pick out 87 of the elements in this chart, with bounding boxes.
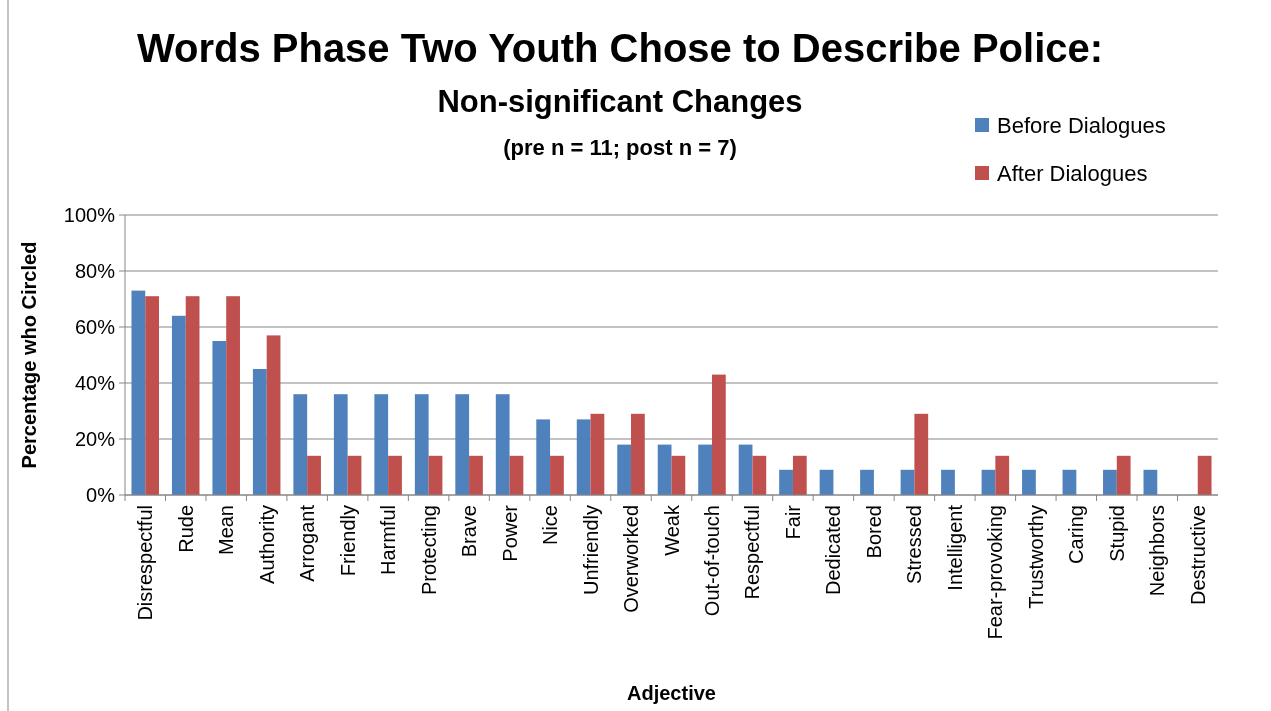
bar <box>914 413 929 495</box>
bar <box>388 455 402 495</box>
bar <box>657 444 672 495</box>
bar <box>266 335 281 495</box>
x-tick-label: Respectful <box>741 505 764 600</box>
y-tick-label: 20% <box>74 428 116 450</box>
x-tick-label: Trustworthy <box>1024 505 1047 609</box>
x-tick-label: Unfriendly <box>579 505 602 596</box>
bar <box>792 455 807 495</box>
bar <box>1062 469 1077 495</box>
x-tick-label: Brave <box>458 505 481 558</box>
y-tick-label: 80% <box>74 260 116 282</box>
bar <box>1022 469 1036 495</box>
x-tick-label: Dedicated <box>822 505 845 596</box>
bar <box>711 374 726 495</box>
x-tick-label: Rude <box>174 505 197 553</box>
y-tick-label: 100% <box>63 204 116 226</box>
bar <box>550 455 564 495</box>
legend-label: Before Dialogues <box>997 112 1166 138</box>
bar <box>671 455 686 495</box>
bar <box>752 455 767 495</box>
y-axis-title: Percentage who Circled <box>18 241 40 469</box>
x-tick-label: Neighbors <box>1146 505 1169 597</box>
x-tick-label: Out-of-touch <box>700 505 723 617</box>
bar <box>590 413 605 495</box>
bar <box>414 394 429 495</box>
x-tick-label: Intelligent <box>943 504 966 591</box>
bar <box>738 444 753 495</box>
x-tick-label: Power <box>498 504 521 562</box>
x-tick-label: Bored <box>862 505 885 559</box>
chart-subtitle: Non-significant Changes <box>437 84 803 119</box>
bar <box>1197 455 1212 495</box>
bar <box>509 455 524 495</box>
x-tick-label: Fear-provoking <box>984 505 1007 640</box>
bar <box>428 455 443 495</box>
bar <box>981 469 996 495</box>
bar <box>1116 455 1131 495</box>
bar <box>374 394 389 495</box>
x-tick-label: Stupid <box>1105 505 1128 562</box>
bar <box>617 444 632 495</box>
y-tick-label: 60% <box>74 316 116 338</box>
bar <box>779 469 793 495</box>
bar <box>900 469 915 495</box>
x-tick-label: Nice <box>539 505 562 546</box>
x-tick-label: Stressed <box>903 505 926 584</box>
x-tick-label: Harmful <box>377 505 400 576</box>
x-tick-label: Overworked <box>620 505 643 613</box>
bar <box>333 394 348 495</box>
x-tick-label: Mean <box>215 505 238 556</box>
bar <box>226 296 240 495</box>
y-tick-label: 0% <box>86 484 116 506</box>
x-tick-label: Authority <box>255 505 278 584</box>
x-tick-label: Friendly <box>336 505 359 577</box>
x-tick-label: Weak <box>660 504 683 556</box>
bar <box>185 296 200 495</box>
bar <box>212 341 227 495</box>
x-tick-label: Destructive <box>1186 505 1209 606</box>
x-tick-label: Arrogant <box>296 504 319 582</box>
bar <box>145 296 159 495</box>
bar <box>860 469 874 495</box>
bar <box>941 469 955 495</box>
legend-label: After Dialogues <box>997 160 1148 186</box>
bar <box>347 455 362 495</box>
bar <box>1143 469 1158 495</box>
bar <box>131 290 146 495</box>
bar <box>536 419 551 495</box>
bar <box>293 394 308 495</box>
x-tick-label: Caring <box>1065 505 1088 564</box>
bar <box>1103 469 1117 495</box>
text: (pre n = 11; post n = 7) <box>503 135 737 160</box>
bar <box>819 469 834 495</box>
bar <box>995 455 1010 495</box>
bar <box>455 394 470 495</box>
y-tick-label: 40% <box>74 372 116 394</box>
x-tick-label: Fair <box>781 504 804 540</box>
bar <box>576 419 591 495</box>
x-tick-label: Protecting <box>417 505 440 596</box>
x-axis-title: Adjective <box>627 682 716 704</box>
bar <box>307 455 321 495</box>
bar <box>469 455 483 495</box>
bar <box>698 444 712 495</box>
x-tick-label: Disrespectful <box>134 505 157 621</box>
bar <box>495 394 510 495</box>
bar <box>252 369 267 495</box>
bar <box>631 413 645 495</box>
bar <box>171 315 186 495</box>
chart-title: Words Phase Two Youth Chose to Describe Police: <box>136 26 1104 70</box>
